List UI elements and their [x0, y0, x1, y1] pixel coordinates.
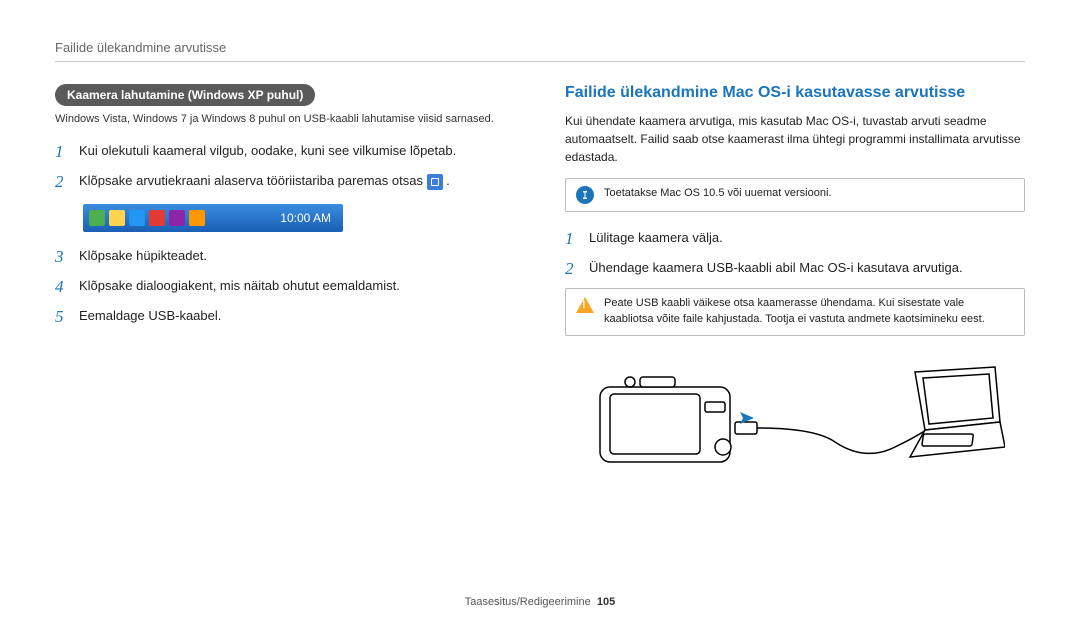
step-r2: 2 Ühendage kaamera USB-kaabli abil Mac O…	[565, 258, 1025, 280]
step-r1: 1 Lülitage kaamera välja.	[565, 228, 1025, 250]
section-title: Failide ülekandmine Mac OS-i kasutavasse…	[565, 84, 1025, 102]
taskbar-tray-icon	[169, 210, 185, 226]
info-note-box: Toetatakse Mac OS 10.5 või uuemat versio…	[565, 178, 1025, 212]
taskbar-tray-icon	[129, 210, 145, 226]
step-3: 3 Klõpsake hüpikteadet.	[55, 246, 515, 268]
taskbar-tray-icon	[149, 210, 165, 226]
warning-icon	[576, 296, 594, 314]
step-number: 3	[55, 246, 69, 268]
camera-laptop-svg	[585, 352, 1005, 482]
content-columns: Kaamera lahutamine (Windows XP puhul) Wi…	[55, 84, 1025, 482]
step-number: 5	[55, 306, 69, 328]
step-number: 1	[55, 141, 69, 163]
step-text: Klõpsake dialoogiakent, mis näitab ohutu…	[79, 276, 515, 296]
footer-page-number: 105	[597, 596, 615, 608]
step-text: Eemaldage USB-kaabel.	[79, 306, 515, 326]
taskbar-clock: 10:00 AM	[280, 211, 331, 225]
footer-section: Taasesitus/Redigeerimine	[465, 596, 591, 608]
step-2: 2 Klõpsake arvutiekraani alaserva töörii…	[55, 171, 515, 193]
left-column: Kaamera lahutamine (Windows XP puhul) Wi…	[55, 84, 515, 482]
step-4: 4 Klõpsake dialoogiakent, mis näitab ohu…	[55, 276, 515, 298]
warning-note-box: Peate USB kaabli väikese otsa kaamerasse…	[565, 288, 1025, 336]
page-footer: Taasesitus/Redigeerimine 105	[0, 596, 1080, 608]
taskbar-tray-icon	[189, 210, 205, 226]
warning-note-text: Peate USB kaabli väikese otsa kaamerasse…	[604, 296, 1014, 328]
step-text: Lülitage kaamera välja.	[589, 228, 1025, 248]
taskbar-tray-icon	[109, 210, 125, 226]
header-breadcrumb: Failide ülekandmine arvutisse	[55, 40, 1025, 55]
intro-text: Kui ühendate kaamera arvutiga, mis kasut…	[565, 112, 1025, 166]
taskbar-tray-icon	[89, 210, 105, 226]
windows-taskbar: 10:00 AM	[83, 204, 343, 232]
windows-note: Windows Vista, Windows 7 ja Windows 8 pu…	[55, 112, 515, 127]
connection-diagram	[565, 352, 1025, 482]
subsection-pill: Kaamera lahutamine (Windows XP puhul)	[55, 84, 315, 106]
info-icon	[576, 186, 594, 204]
safely-remove-icon	[427, 174, 443, 190]
step-1: 1 Kui olekutuli kaameral vilgub, oodake,…	[55, 141, 515, 163]
step-5: 5 Eemaldage USB-kaabel.	[55, 306, 515, 328]
step-text: Klõpsake arvutiekraani alaserva tööriist…	[79, 171, 515, 191]
step-number: 1	[565, 228, 579, 250]
step-text: Ühendage kaamera USB-kaabli abil Mac OS-…	[589, 258, 1025, 278]
right-column: Failide ülekandmine Mac OS-i kasutavasse…	[565, 84, 1025, 482]
step-number: 2	[55, 171, 69, 193]
step-text: Klõpsake hüpikteadet.	[79, 246, 515, 266]
info-note-text: Toetatakse Mac OS 10.5 või uuemat versio…	[604, 186, 831, 202]
step-number: 4	[55, 276, 69, 298]
step-number: 2	[565, 258, 579, 280]
step-text-span: Klõpsake arvutiekraani alaserva tööriist…	[79, 173, 427, 188]
step-text: Kui olekutuli kaameral vilgub, oodake, k…	[79, 141, 515, 161]
header-divider	[55, 61, 1025, 62]
